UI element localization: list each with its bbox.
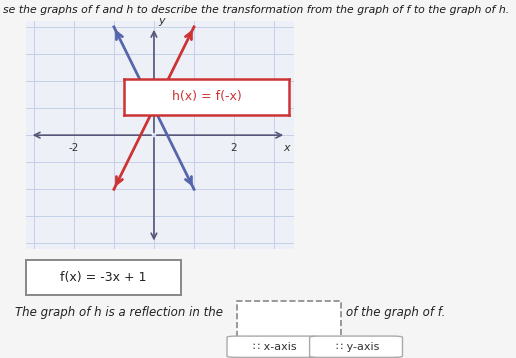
Text: 2: 2	[231, 143, 237, 153]
Text: 1: 1	[159, 97, 166, 107]
Text: h(x) = f(-x): h(x) = f(-x)	[171, 90, 241, 103]
Text: ∷ x-axis: ∷ x-axis	[253, 342, 297, 352]
FancyBboxPatch shape	[227, 336, 320, 357]
Text: y: y	[158, 15, 165, 25]
FancyBboxPatch shape	[237, 301, 341, 337]
Text: The graph of h is a reflection in the: The graph of h is a reflection in the	[15, 306, 223, 319]
FancyBboxPatch shape	[310, 336, 402, 357]
Text: of the graph of f.: of the graph of f.	[346, 306, 445, 319]
Text: x: x	[283, 143, 289, 153]
Text: se the graphs of f and h to describe the transformation from the graph of f to t: se the graphs of f and h to describe the…	[3, 5, 509, 15]
Text: ∷ y-axis: ∷ y-axis	[336, 342, 379, 352]
Text: -2: -2	[69, 143, 79, 153]
Text: f(x) = -3x + 1: f(x) = -3x + 1	[60, 271, 147, 284]
